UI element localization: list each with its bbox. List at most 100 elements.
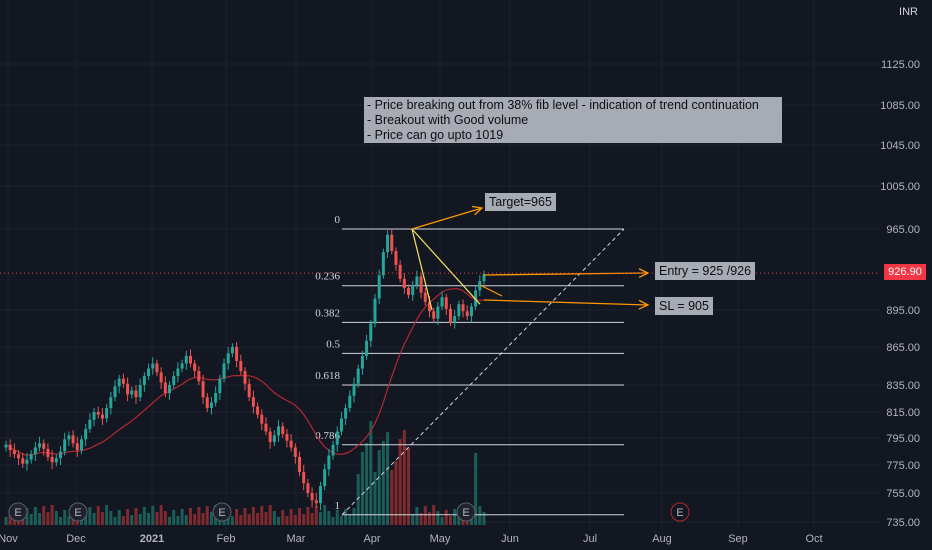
candle-body <box>323 469 327 486</box>
price-tick-label: 755.00 <box>886 488 920 500</box>
volume-bar <box>272 511 276 525</box>
volume-bar <box>327 511 331 525</box>
earnings-marker: E <box>456 502 476 522</box>
trendline <box>411 228 481 305</box>
candle-body <box>155 363 159 373</box>
candle-body <box>63 439 67 452</box>
target-arrow <box>411 207 483 230</box>
volume-bar <box>331 517 335 525</box>
volume-bar <box>373 472 377 525</box>
candlesticks <box>4 229 486 511</box>
analysis-notes[interactable]: - Price breaking out from 38% fib level … <box>364 97 782 143</box>
candle-body <box>314 500 318 504</box>
volume-bar <box>247 514 251 525</box>
fib-level-label: 0.786 <box>315 430 340 442</box>
candle-body <box>176 368 180 377</box>
volume-bar <box>323 505 327 525</box>
candle-body <box>130 390 134 395</box>
candle-body <box>88 419 92 429</box>
candle-body <box>59 451 63 459</box>
candle-body <box>29 454 33 460</box>
candle-body <box>289 440 293 448</box>
volume-bar <box>180 509 184 525</box>
candle-body <box>38 443 42 448</box>
volume-bar <box>25 508 29 525</box>
volume-bar <box>67 516 71 525</box>
earnings-marker: E <box>212 502 232 522</box>
volume-bar <box>339 516 343 525</box>
price-tick-label: 835.00 <box>886 380 920 392</box>
price-tick-label: 865.00 <box>886 342 920 354</box>
earnings-letter: E <box>676 507 683 519</box>
candle-body <box>381 252 385 276</box>
volume-bar <box>59 517 63 525</box>
candle-body <box>197 371 201 382</box>
fib-level-label: 0 <box>335 214 341 226</box>
candle-body <box>402 278 406 289</box>
price-tick-label: 1125.00 <box>881 59 920 71</box>
earnings-marker: E <box>8 502 28 522</box>
fib-level-label: 1 <box>335 500 341 512</box>
price-tick-label: 1005.00 <box>880 181 920 193</box>
candle-body <box>360 355 364 369</box>
earnings-badge <box>212 502 232 522</box>
volume-bar <box>113 517 117 525</box>
price-tick-label: 735.00 <box>886 517 920 529</box>
volume-bar <box>88 507 92 525</box>
candle-body <box>205 397 209 408</box>
candle-body <box>147 368 151 377</box>
volume-bar <box>121 516 125 525</box>
candle-body <box>247 383 251 398</box>
candle-body <box>134 390 138 398</box>
candle-body <box>54 458 58 463</box>
entry-label[interactable]: Entry = 925 /926 <box>655 262 756 280</box>
candle-body <box>356 368 360 384</box>
candle-body <box>302 472 306 484</box>
fib-level-label: 0.618 <box>315 370 340 382</box>
candle-body <box>100 414 104 419</box>
candle-body <box>478 281 482 291</box>
volume-bar <box>302 514 306 525</box>
candle-body <box>423 292 427 302</box>
candle-body <box>79 439 83 451</box>
candle-body <box>293 447 297 457</box>
candle-body <box>113 386 117 398</box>
candle-body <box>117 378 121 387</box>
earnings-marker: E <box>670 502 690 522</box>
volume-bar <box>159 505 163 525</box>
candle-body <box>209 402 213 408</box>
candle-body <box>298 456 302 472</box>
volume-bar <box>96 506 100 525</box>
candle-body <box>461 304 465 312</box>
candle-body <box>339 418 343 432</box>
candle-body <box>126 383 130 395</box>
volume-bar <box>289 509 293 525</box>
stop-loss-arrow-head <box>638 299 650 310</box>
earnings-badge <box>456 502 476 522</box>
volume-bar <box>394 461 398 525</box>
time-tick-label: Jul <box>583 533 597 545</box>
candle-body <box>318 486 322 504</box>
candle-body <box>172 376 176 385</box>
price-tick-label: 895.00 <box>886 305 920 317</box>
candle-body <box>50 456 54 463</box>
candle-body <box>214 393 218 403</box>
price-axis: 1125.00 1085.00 1045.00 1005.00 965.00 895.00… <box>880 59 920 529</box>
candle-body <box>142 376 146 385</box>
volume-bar <box>411 514 415 525</box>
volume-bar <box>419 513 423 525</box>
earnings-marker: E <box>68 502 88 522</box>
volume-bar <box>117 510 121 525</box>
candle-body <box>67 435 71 440</box>
candle-body <box>168 385 172 394</box>
volume-bar <box>369 421 373 525</box>
candle-body <box>348 395 352 408</box>
volume-bar <box>318 512 322 525</box>
volume-bar <box>33 507 37 525</box>
note-line-1: - Price breaking out from 38% fib level … <box>367 98 759 112</box>
volume-bar <box>478 506 482 525</box>
stop-loss-label[interactable]: SL = 905 <box>655 297 713 315</box>
target-label[interactable]: Target=965 <box>485 193 556 211</box>
currency-label: INR <box>899 6 918 18</box>
